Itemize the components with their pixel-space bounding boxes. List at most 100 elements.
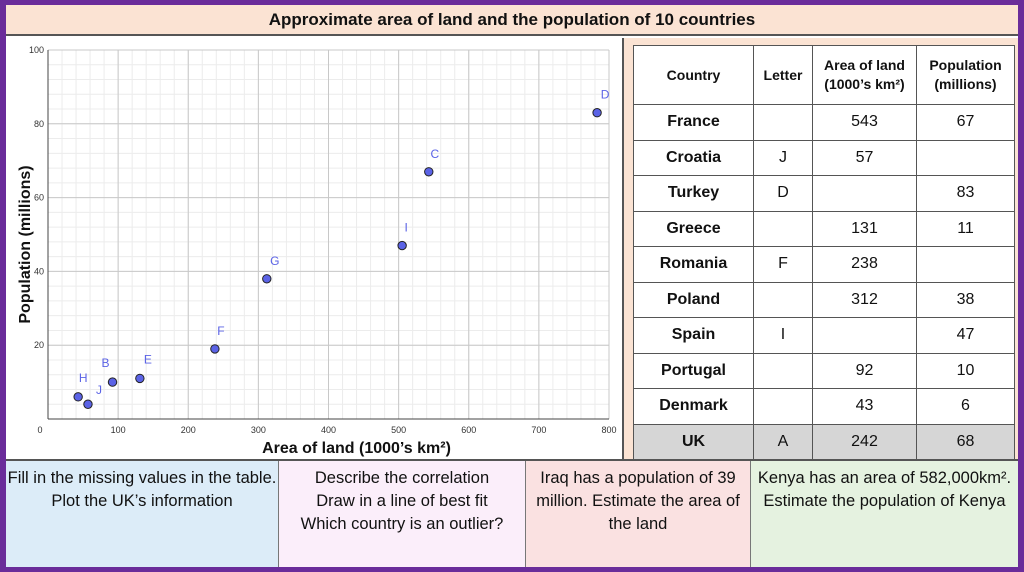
cell-area[interactable]: 92: [812, 352, 917, 389]
data-point: [135, 373, 145, 384]
cell-area[interactable]: [812, 175, 917, 212]
y-tick-label: 60: [34, 193, 44, 203]
cell-area[interactable]: 242: [812, 423, 917, 460]
page-title: Approximate area of land and the populat…: [6, 5, 1018, 36]
table-panel: Country Letter Area of land (1000’s km²)…: [622, 38, 1018, 460]
cell-area[interactable]: 131: [812, 210, 917, 247]
x-tick-label: 800: [601, 425, 616, 435]
x-tick-label: 600: [461, 425, 476, 435]
cell-area[interactable]: 238: [812, 246, 917, 283]
cell-letter[interactable]: I: [753, 317, 813, 354]
cell-population[interactable]: 6: [916, 388, 1015, 425]
task-text: Kenya has an area of 582,000km². Estimat…: [757, 469, 1012, 510]
header-population: Population (millions): [916, 45, 1015, 105]
x-tick-label: 200: [181, 425, 196, 435]
x-tick-label: 500: [391, 425, 406, 435]
cell-letter[interactable]: A: [753, 423, 813, 460]
point-label: I: [404, 221, 407, 235]
header-letter: Letter: [753, 45, 813, 105]
country-table: Country Letter Area of land (1000’s km²)…: [633, 45, 1015, 460]
cell-population[interactable]: 11: [916, 210, 1015, 247]
cell-country[interactable]: Poland: [633, 281, 754, 318]
cell-country[interactable]: Denmark: [633, 388, 754, 425]
table-row: Denmark 43 6: [633, 388, 1015, 425]
cell-letter[interactable]: [753, 104, 813, 141]
data-point: [107, 377, 118, 387]
y-tick-label: 20: [34, 340, 44, 350]
cell-population[interactable]: [916, 246, 1015, 283]
cell-area[interactable]: 543: [812, 104, 917, 141]
cell-country[interactable]: Romania: [633, 246, 754, 283]
cell-population[interactable]: [916, 139, 1015, 176]
table-row: Croatia J 57: [633, 139, 1015, 176]
table-row: France 543 67: [633, 104, 1015, 141]
y-tick-label: 100: [29, 45, 44, 55]
cell-area[interactable]: 312: [812, 281, 917, 318]
table-row: Spain I 47: [633, 317, 1015, 354]
cell-area[interactable]: [812, 317, 917, 354]
cell-population[interactable]: 67: [916, 104, 1015, 141]
task-text: Fill in the missing values in the table.…: [7, 469, 277, 510]
task-text: Iraq has a population of 39 million. Est…: [536, 469, 740, 533]
x-tick-label: 300: [251, 425, 266, 435]
data-point: [83, 399, 93, 409]
data-point: [262, 274, 272, 284]
table-header-row: Country Letter Area of land (1000’s km²)…: [633, 45, 1015, 105]
point-label: J: [96, 383, 102, 397]
point-label: E: [144, 352, 152, 366]
cell-letter[interactable]: [753, 210, 813, 247]
data-point: [592, 108, 602, 118]
task-correlation: Describe the correlation Draw in a line …: [279, 461, 526, 567]
table-row: UK A 242 68: [633, 423, 1015, 460]
cell-country[interactable]: Turkey: [633, 175, 754, 212]
y-axis-label: Population (millions): [17, 165, 34, 323]
cell-letter[interactable]: [753, 352, 813, 389]
cell-letter[interactable]: [753, 281, 813, 318]
data-point: [424, 167, 434, 177]
cell-country[interactable]: Portugal: [633, 352, 754, 389]
task-fill-table: Fill in the missing values in the table.…: [6, 461, 279, 567]
cell-population[interactable]: 68: [916, 423, 1015, 460]
table-row: Romania F 238: [633, 246, 1015, 283]
point-label: C: [430, 147, 439, 161]
point-label: G: [270, 254, 279, 268]
table-body: France 543 67 Croatia J 57 Turkey D 83 Greece 131 1…: [633, 104, 1015, 460]
cell-letter[interactable]: J: [753, 139, 813, 176]
x-axis-label: Area of land (1000’s km²): [262, 440, 451, 457]
worksheet: Approximate area of land and the populat…: [6, 5, 1018, 567]
x-tick-label: 700: [531, 425, 546, 435]
point-label: H: [79, 371, 88, 385]
cell-country[interactable]: UK: [633, 423, 754, 460]
cell-letter[interactable]: F: [753, 246, 813, 283]
cell-population[interactable]: 38: [916, 281, 1015, 318]
point-label: F: [217, 324, 224, 338]
cell-letter[interactable]: [753, 388, 813, 425]
cell-population[interactable]: 83: [916, 175, 1015, 212]
cell-population[interactable]: 47: [916, 317, 1015, 354]
y-tick-label: 40: [34, 266, 44, 276]
point-label: D: [601, 88, 610, 102]
table-row: Turkey D 83: [633, 175, 1015, 212]
cell-country[interactable]: Croatia: [633, 139, 754, 176]
cell-country[interactable]: France: [633, 104, 754, 141]
y-tick-label: 80: [34, 119, 44, 129]
cell-country[interactable]: Spain: [633, 317, 754, 354]
task-iraq: Iraq has a population of 39 million. Est…: [526, 461, 751, 567]
header-country: Country: [633, 45, 754, 105]
x-tick-label: 0: [37, 425, 42, 435]
cell-country[interactable]: Greece: [633, 210, 754, 247]
cell-population[interactable]: 10: [916, 352, 1015, 389]
table-row: Poland 312 38: [633, 281, 1015, 318]
cell-area[interactable]: 43: [812, 388, 917, 425]
task-row: Fill in the missing values in the table.…: [6, 459, 1018, 567]
data-point: [73, 392, 83, 402]
cell-area[interactable]: 57: [812, 139, 917, 176]
task-text: Describe the correlation Draw in a line …: [300, 469, 504, 533]
task-kenya: Kenya has an area of 582,000km². Estimat…: [751, 461, 1018, 567]
scatter-plot-svg: 0 100 200 300 400 500 600 700 800 20 40 60 80 100 Area…: [17, 45, 617, 457]
table-row: Greece 131 11: [633, 210, 1015, 247]
data-point: [397, 240, 407, 251]
table-row: Portugal 92 10: [633, 352, 1015, 389]
point-label: B: [102, 356, 110, 370]
cell-letter[interactable]: D: [753, 175, 813, 212]
